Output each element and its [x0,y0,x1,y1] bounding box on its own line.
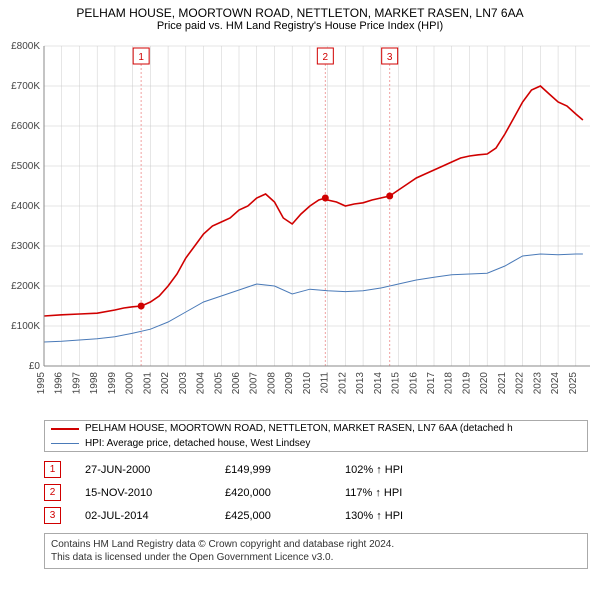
svg-text:£600K: £600K [11,121,40,132]
marker-date-3: 02-JUL-2014 [85,510,225,522]
legend-item-blue: HPI: Average price, detached house, West… [45,436,587,451]
svg-text:£500K: £500K [11,161,40,172]
legend: PELHAM HOUSE, MOORTOWN ROAD, NETTLETON, … [44,420,588,452]
svg-text:1999: 1999 [107,372,118,395]
svg-text:2016: 2016 [408,372,419,395]
marker-price-3: £425,000 [225,510,345,522]
legend-label-blue: HPI: Average price, detached house, West… [85,438,310,449]
marker-row-2: 2 15-NOV-2010 £420,000 117% ↑ HPI [44,481,588,504]
marker-price-2: £420,000 [225,487,345,499]
svg-text:2006: 2006 [231,372,242,395]
svg-text:2011: 2011 [320,372,331,394]
svg-text:2020: 2020 [479,372,490,395]
svg-text:2015: 2015 [391,372,402,395]
marker-badge-3: 3 [44,507,61,524]
svg-text:2024: 2024 [550,372,561,395]
svg-text:1998: 1998 [89,372,100,395]
chart-area: £0 £100K £200K £300K £400K £500K £600K £700K £80… [0,36,600,416]
svg-text:2003: 2003 [178,372,189,395]
svg-text:£800K: £800K [11,41,40,52]
svg-text:2012: 2012 [337,372,348,395]
svg-text:2002: 2002 [160,372,171,395]
marker-badge-1: 1 [44,461,61,478]
svg-text:2009: 2009 [284,372,295,395]
svg-text:1996: 1996 [54,372,65,395]
chart-subtitle: Price paid vs. HM Land Registry's House … [0,20,600,36]
svg-text:2008: 2008 [266,372,277,395]
svg-text:2025: 2025 [568,372,579,395]
chart-title: PELHAM HOUSE, MOORTOWN ROAD, NETTLETON, … [0,0,600,20]
svg-text:2000: 2000 [125,372,136,395]
svg-text:1997: 1997 [71,372,82,395]
svg-text:£100K: £100K [11,321,40,332]
marker-hpi-1: 102% ↑ HPI [345,464,403,476]
line-chart: £0 £100K £200K £300K £400K £500K £600K £700K £80… [0,36,600,416]
svg-text:2010: 2010 [302,372,313,395]
svg-text:2007: 2007 [249,372,260,395]
svg-text:£400K: £400K [11,201,40,212]
svg-text:2021: 2021 [497,372,508,395]
marker-date-2: 15-NOV-2010 [85,487,225,499]
marker-badge-2: 2 [44,484,61,501]
legend-swatch-blue [51,443,79,444]
marker-hpi-3: 130% ↑ HPI [345,510,403,522]
svg-text:1995: 1995 [36,372,47,395]
svg-text:2022: 2022 [515,372,526,395]
footer-line-1: Contains HM Land Registry data © Crown c… [51,538,581,551]
marker-table: 1 27-JUN-2000 £149,999 102% ↑ HPI 2 15-N… [44,458,588,527]
svg-text:£200K: £200K [11,281,40,292]
footer-attribution: Contains HM Land Registry data © Crown c… [44,533,588,569]
svg-text:2004: 2004 [196,372,207,395]
svg-text:2013: 2013 [355,372,366,395]
marker-price-1: £149,999 [225,464,345,476]
svg-text:1: 1 [138,52,144,63]
svg-text:£300K: £300K [11,241,40,252]
svg-text:2017: 2017 [426,372,437,395]
footer-line-2: This data is licensed under the Open Gov… [51,551,581,564]
marker-date-1: 27-JUN-2000 [85,464,225,476]
svg-text:2018: 2018 [444,372,455,395]
legend-swatch-red [51,428,79,430]
svg-text:£0: £0 [29,361,41,372]
svg-text:3: 3 [387,52,393,63]
svg-text:£700K: £700K [11,81,40,92]
marker-hpi-2: 117% ↑ HPI [345,487,402,499]
legend-label-red: PELHAM HOUSE, MOORTOWN ROAD, NETTLETON, … [85,423,513,434]
svg-text:2005: 2005 [213,372,224,395]
legend-item-red: PELHAM HOUSE, MOORTOWN ROAD, NETTLETON, … [45,421,587,436]
svg-text:2019: 2019 [461,372,472,395]
marker-row-3: 3 02-JUL-2014 £425,000 130% ↑ HPI [44,504,588,527]
svg-text:2: 2 [323,52,329,63]
svg-text:2001: 2001 [142,372,153,395]
marker-row-1: 1 27-JUN-2000 £149,999 102% ↑ HPI [44,458,588,481]
svg-text:2023: 2023 [532,372,543,395]
svg-text:2014: 2014 [373,372,384,395]
